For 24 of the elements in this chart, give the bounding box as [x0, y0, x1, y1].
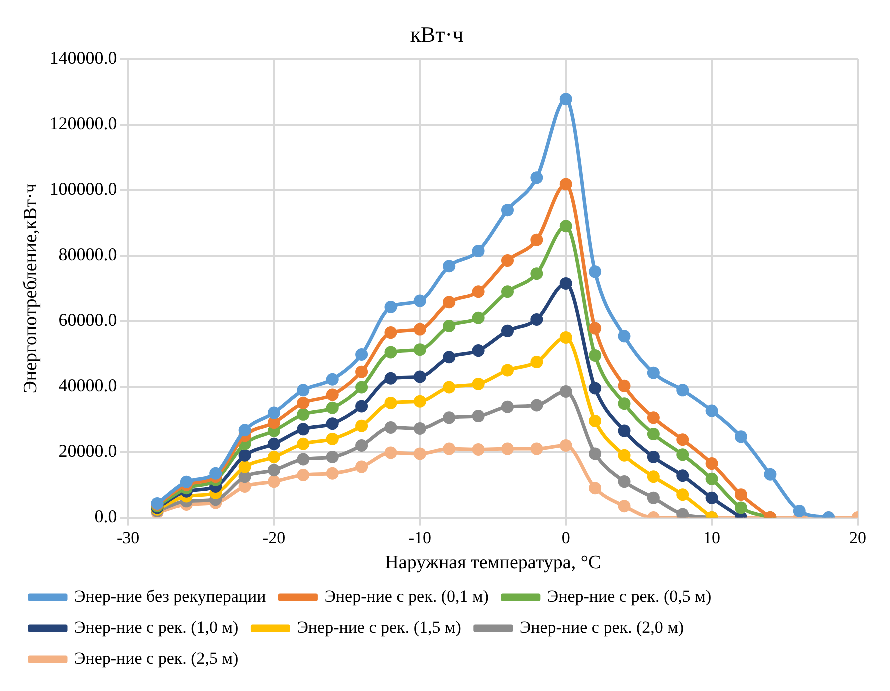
x-tick-label: 10: [704, 528, 721, 548]
legend-label: Энер-ние с рек. (2,0 м): [520, 618, 684, 637]
x-tick-label: 20: [850, 528, 866, 548]
legend-label: Энер-ние без рекуперации: [74, 586, 266, 606]
y-tick-label: 80000.0: [58, 244, 118, 265]
y-tick-label: 140000.0: [50, 48, 118, 68]
x-tick-label: -20: [262, 528, 286, 548]
y-tick-label: 60000.0: [58, 310, 118, 330]
y-tick-label: 120000.0: [50, 114, 118, 134]
y-tick-label: 40000.0: [58, 376, 118, 396]
legend-label: Энер-ние с рек. (1,0 м): [74, 618, 239, 637]
x-tick-label: -30: [116, 528, 140, 548]
legend-label: Энер-ние с рек. (1,5 м): [297, 618, 462, 637]
x-tick-label: -10: [408, 528, 432, 548]
legend-label: Энер-ние с рек. (2,5 м): [74, 648, 239, 668]
legend-label: Энер-ние с рек. (0,5 м): [547, 586, 712, 606]
y-tick-label: 100000.0: [50, 179, 118, 200]
y-tick-label: 0.0: [94, 506, 118, 527]
legend-label: Энер-ние с рек. (0,1 м): [324, 586, 489, 606]
y-tick-label: 20000.0: [58, 441, 118, 462]
x-tick-label: 0: [562, 528, 570, 548]
x-axis-title: Наружная температура, °C: [385, 552, 602, 574]
chart-title: кВт·ч: [410, 22, 464, 47]
y-axis-title: Энергопотребление,кВт·ч: [20, 183, 42, 394]
